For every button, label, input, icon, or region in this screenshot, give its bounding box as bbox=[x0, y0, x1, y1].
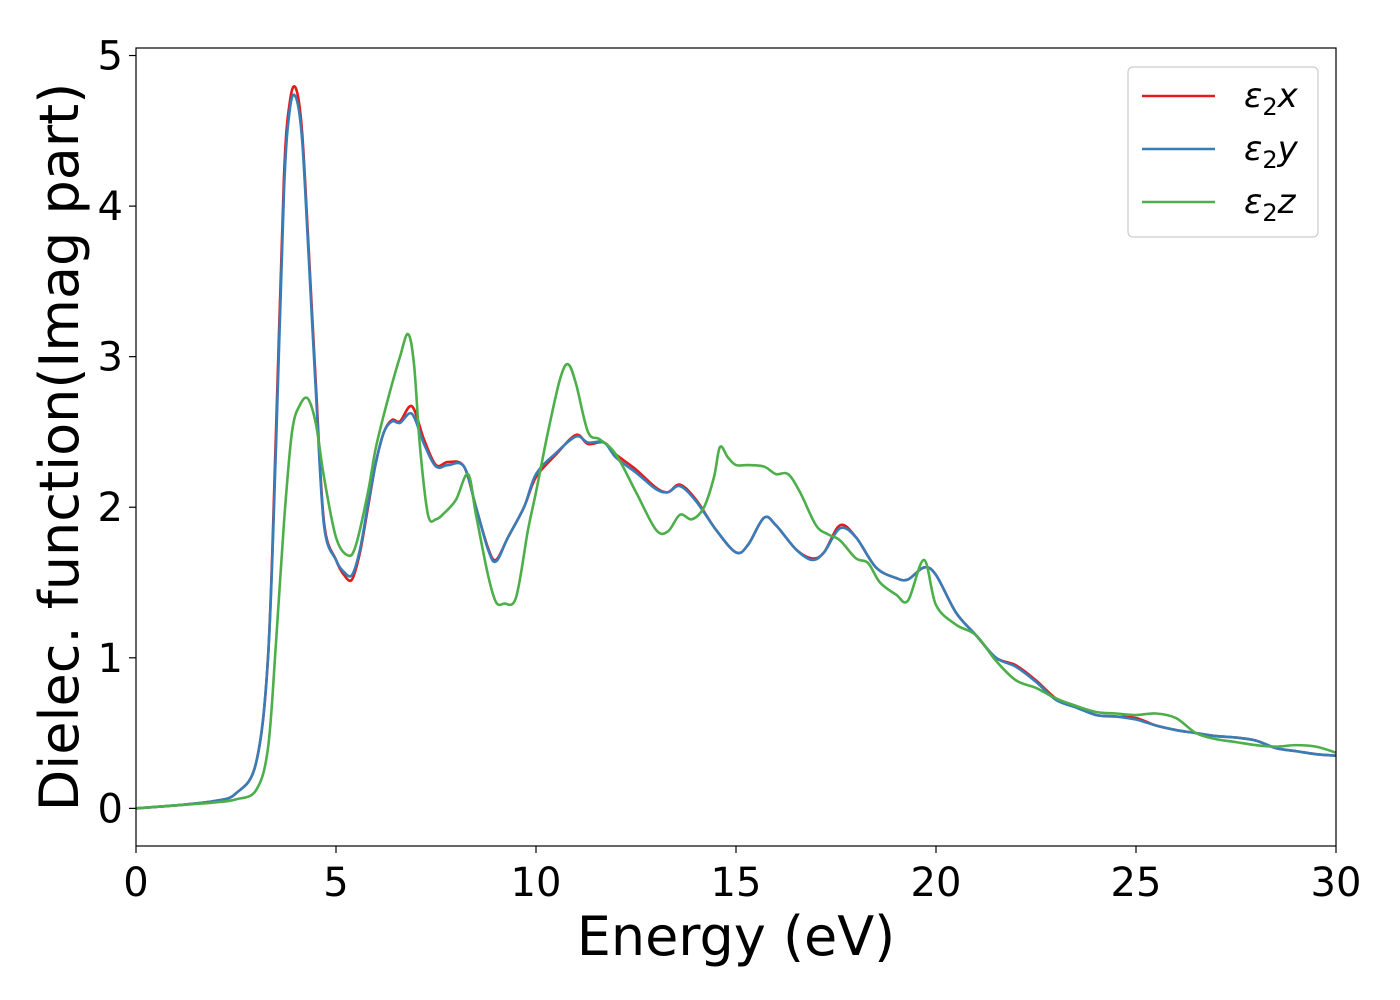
x-tick-label: 30 bbox=[1311, 860, 1362, 906]
x-axis-title: Energy (eV) bbox=[577, 905, 896, 968]
y-tick-label: 5 bbox=[98, 34, 123, 80]
x-tick-label: 0 bbox=[123, 860, 148, 906]
y-axis-title: Dielec. function(Imag part) bbox=[28, 83, 91, 812]
legend-label-x: ε2x bbox=[1244, 76, 1299, 121]
x-tick-label: 10 bbox=[511, 860, 562, 906]
series-layer bbox=[136, 85, 1336, 810]
x-tick-label: 15 bbox=[711, 860, 762, 906]
x-axis: 0 5 10 15 20 25 30 bbox=[123, 846, 1361, 906]
y-tick-label: 3 bbox=[98, 335, 123, 381]
x-tick-label: 25 bbox=[1111, 860, 1162, 906]
legend-label-z: ε2z bbox=[1244, 182, 1297, 227]
legend-label-y: ε2y bbox=[1244, 129, 1299, 174]
y-tick-label: 1 bbox=[98, 636, 123, 682]
y-tick-label: 2 bbox=[98, 485, 123, 531]
y-tick-label: 4 bbox=[98, 184, 123, 230]
x-tick-label: 20 bbox=[911, 860, 962, 906]
y-axis: 0 1 2 3 4 5 bbox=[98, 34, 136, 832]
series-line-z bbox=[136, 332, 1336, 810]
y-tick-label: 0 bbox=[98, 786, 123, 832]
x-tick-label: 5 bbox=[323, 860, 348, 906]
legend: ε2x ε2y ε2z bbox=[1127, 66, 1319, 238]
legend-frame bbox=[1127, 66, 1319, 238]
